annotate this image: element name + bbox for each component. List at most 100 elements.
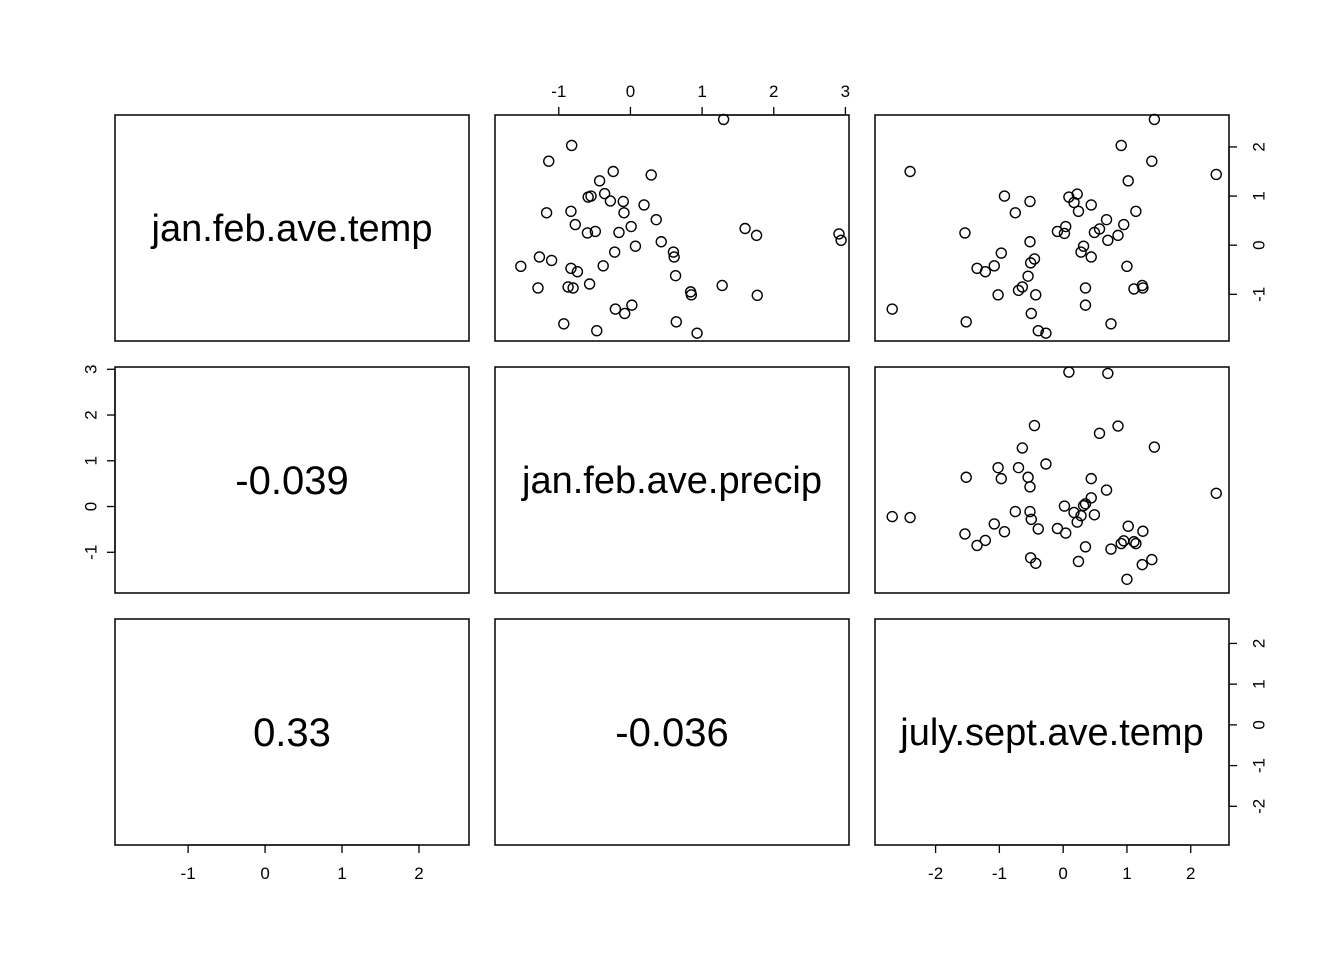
scatter-point [650,213,662,226]
scatter-point [833,228,845,240]
tick-label: 0 [1058,864,1067,883]
scatter-point [716,279,728,292]
scatter-point [1063,366,1075,378]
x-axis-bottom-temp-jan-feb: -1 0 1 2 [181,844,424,883]
scatter-point [669,269,682,282]
tick-label: 3 [82,365,101,374]
scatter-point [1118,218,1130,231]
scatter-point [558,318,570,330]
scatter-point [1121,260,1133,273]
scatter-point [751,289,763,302]
scatter-point [1009,207,1022,219]
scatter-point [567,282,579,294]
scatter-point [1024,236,1036,248]
scatter-point [1105,543,1117,555]
scatter-point [667,246,680,258]
scatter-point [998,525,1011,538]
x-axis-top-precip: -1 0 1 2 3 [551,82,850,116]
scatter-point [1100,213,1113,226]
scatter-point [515,260,527,273]
scatter-point [1024,481,1036,493]
scatter-point [988,518,1000,530]
scatter-point [691,327,703,339]
tick-label: 0 [1250,240,1269,249]
scatter-point [1060,527,1072,539]
scatter-point [655,236,667,248]
scatter-point [625,220,637,233]
scatter-panel-r1-c3 [886,113,1222,339]
scatter-point [1210,168,1222,181]
scatter-point [1079,498,1092,510]
scatter-point [1137,525,1149,537]
scatter-point [1115,139,1127,152]
panel-frame-r3-c3 [874,618,1230,846]
scatter-point [1112,420,1124,432]
scatter-point [1130,205,1142,217]
scatter-point [604,195,617,207]
tick-label: 1 [1250,679,1269,688]
scatter-panel-r2-c3 [886,366,1222,585]
scatter-point [1093,223,1106,235]
scatter-point [1115,537,1127,550]
scatter-point [1028,419,1041,432]
scatter-point [1146,155,1158,167]
scatter-point [1025,307,1037,320]
scatter-point [1058,500,1071,512]
scatter-point [533,251,546,263]
tick-label: 2 [1186,864,1195,883]
tick-label: 2 [1250,639,1269,648]
scatter-point [670,316,682,328]
panel-frame-r1-c3 [874,114,1230,342]
scatter-point [835,234,847,246]
scatter-point [750,229,763,242]
scatter-point [1060,220,1072,233]
scatter-point [617,195,629,208]
scatter-point [532,282,544,294]
scatter-point [597,260,609,272]
scatter-point [607,165,619,178]
scatter-point [904,511,916,524]
scatter-point [540,207,553,219]
scatter-point [960,471,972,483]
scatter-point [904,165,916,178]
scatter-point [1024,505,1036,518]
scatter-point [645,169,657,181]
panel-frame-r1-c2 [494,114,850,342]
scatter-point [1122,520,1134,532]
y-axis-right-temp-july-sept: -2 -1 0 1 2 [1228,639,1269,814]
scatter-point [992,289,1004,301]
scatter-point [608,246,621,258]
scatter-point [1077,499,1090,512]
scatter-point [1012,461,1025,474]
scatter-point [1040,327,1052,339]
scatter-point [565,205,577,217]
scatter-point [1105,318,1117,330]
scatter-point [1130,537,1142,550]
tick-label: 2 [82,410,101,419]
scatter-point [668,251,680,263]
scatter-point [995,472,1007,485]
scatter-point [1085,199,1097,211]
scatter-point [1077,240,1090,252]
scatter-point [609,303,622,315]
scatter-point [1102,234,1114,246]
scatter-point [1136,558,1148,571]
variable-label-1: jan.feb.ave.temp [151,208,433,250]
correlation-label-r3-c1: 0.33 [253,711,331,755]
panel-frame-r3-c1 [114,618,470,846]
scatter-point [565,262,577,274]
scatter-point [1030,557,1042,569]
tick-label: 0 [82,502,101,511]
scatter-point [1071,516,1083,528]
scatter-point [960,316,972,328]
scatter-point [886,510,898,523]
scatter-point [1028,253,1041,265]
scatter-point [1121,573,1133,585]
scatter-point [886,303,898,315]
correlation-label-r3-c2: -0.036 [615,711,728,755]
tick-label: 1 [1122,864,1131,883]
scatter-panel-r1-c2 [515,113,847,339]
scatter-point [1100,484,1113,496]
scatter-point [626,299,638,311]
